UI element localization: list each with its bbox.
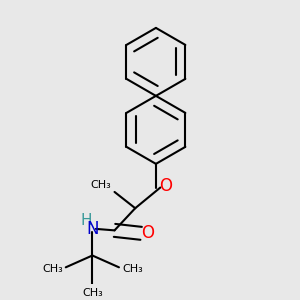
Text: N: N: [86, 220, 99, 238]
Text: CH₃: CH₃: [82, 288, 103, 298]
Text: CH₃: CH₃: [42, 264, 63, 274]
Text: O: O: [159, 177, 172, 195]
Text: CH₃: CH₃: [91, 181, 112, 190]
Text: H: H: [80, 212, 92, 227]
Text: CH₃: CH₃: [122, 264, 143, 274]
Text: O: O: [141, 224, 154, 242]
